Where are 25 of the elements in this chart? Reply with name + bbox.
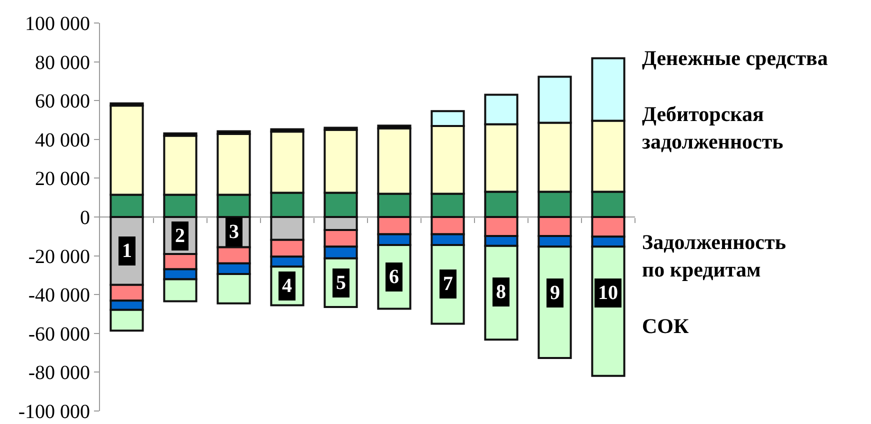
y-tick-label: -80 000	[28, 362, 90, 384]
y-tick-label: -40 000	[28, 284, 90, 307]
series-label: Задолженность по кредитам	[642, 230, 786, 282]
x-tick-label: 7	[443, 273, 453, 295]
x-tick-label: 1	[122, 240, 132, 262]
y-tick-label: -20 000	[28, 246, 90, 268]
y-tick-label: -60 000	[28, 323, 90, 346]
x-tick-label: 4	[282, 275, 292, 297]
y-tick-label: 60 000	[35, 90, 90, 113]
y-tick-label: -100 000	[18, 401, 90, 423]
x-tick-label: 5	[336, 272, 346, 294]
y-tick-label: 20 000	[35, 168, 90, 190]
series-label: Дебиторская задолженность	[642, 102, 784, 154]
y-tick-label: 0	[80, 207, 90, 229]
y-tick-label: 80 000	[35, 52, 90, 74]
x-tick-label: 3	[229, 221, 239, 243]
y-tick-label: 100 000	[25, 13, 90, 35]
x-tick-label: 8	[496, 281, 506, 303]
y-tick-label: 40 000	[35, 129, 90, 152]
x-tick-label: 10	[598, 282, 618, 304]
x-tick-label: 9	[550, 282, 560, 304]
x-tick-label: 6	[389, 266, 399, 288]
x-tick-label: 2	[175, 225, 185, 247]
series-label: Денежные средства	[642, 46, 828, 70]
series-label: СОК	[642, 314, 690, 338]
